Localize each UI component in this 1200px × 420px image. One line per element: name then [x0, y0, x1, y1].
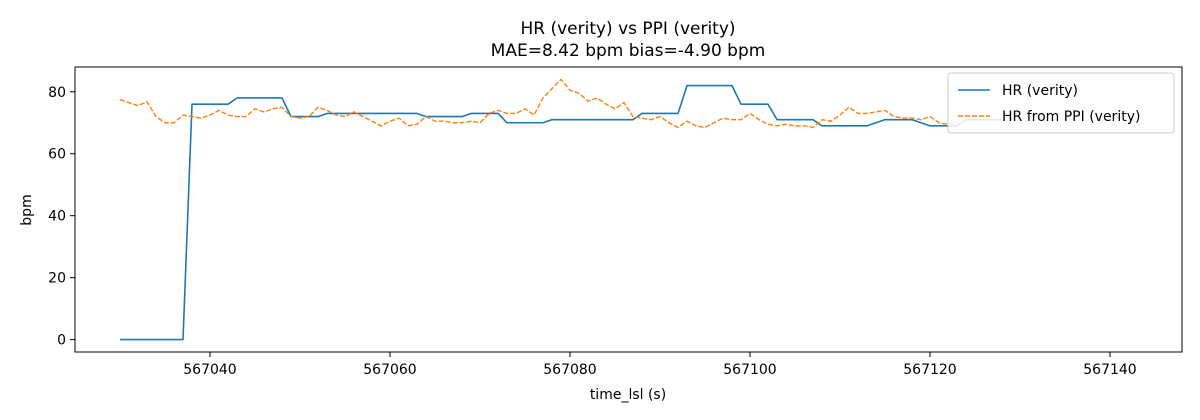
legend-label-ppi: HR from PPI (verity) — [1002, 109, 1140, 125]
x-axis: 567040 567060 567080 567100 567120 567140 — [183, 352, 1137, 378]
series-layer — [119, 78, 1002, 341]
x-tick-label: 567140 — [1083, 362, 1136, 378]
plot-area — [119, 78, 1002, 341]
y-tick-label: 60 — [48, 147, 66, 163]
x-tick-label: 567100 — [723, 362, 776, 378]
plot-frame — [74, 66, 1183, 353]
legend: HR (verity) HR from PPI (verity) — [947, 72, 1175, 134]
x-tick-label: 567120 — [903, 362, 956, 378]
y-tick-label: 20 — [48, 271, 66, 287]
chart-title: HR (verity) vs PPI (verity) — [520, 19, 735, 39]
legend-box — [947, 72, 1175, 134]
legend-label-hr: HR (verity) — [1002, 83, 1078, 99]
x-tick-label: 567080 — [543, 362, 596, 378]
series-line-hr — [120, 84, 1002, 341]
y-axis: 0 20 40 60 80 — [48, 85, 75, 349]
y-tick-label: 80 — [48, 85, 66, 101]
x-axis-label: time_lsl (s) — [590, 387, 666, 403]
series-line-hr-from-ppi — [119, 78, 958, 129]
chart-subtitle: MAE=8.42 bpm bias=-4.90 bpm — [491, 41, 766, 61]
x-tick-label: 567040 — [183, 362, 236, 378]
y-tick-label: 0 — [57, 333, 66, 349]
x-tick-label: 567060 — [363, 362, 416, 378]
y-tick-label: 40 — [48, 209, 66, 225]
y-axis-label: bpm — [19, 194, 35, 225]
